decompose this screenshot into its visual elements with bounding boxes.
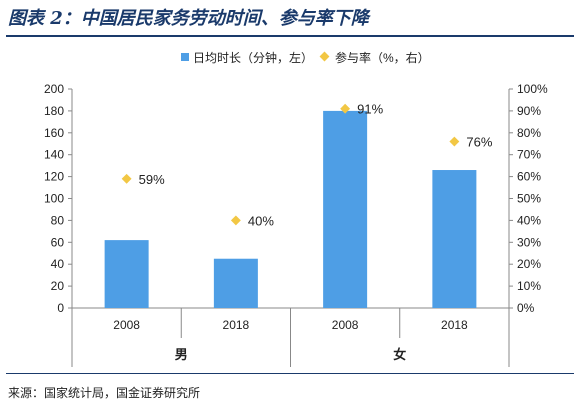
left-tick-label: 140	[44, 148, 64, 162]
right-tick-label: 30%	[517, 235, 541, 249]
right-tick-label: 100%	[517, 82, 548, 96]
source-note: 来源：国家统计局，国金证券研究所	[8, 386, 201, 400]
left-tick-label: 100	[44, 192, 64, 206]
left-tick-label: 180	[44, 104, 64, 118]
source-divider	[6, 373, 574, 374]
dot-data-label: 76%	[466, 135, 492, 150]
right-y-axis: 0% 10% 20% 30% 40% 50% 60% 70% 80% 90% 100%	[508, 82, 548, 315]
dot-data-label: 59%	[139, 172, 165, 187]
bar	[432, 170, 477, 308]
right-tick-label: 90%	[517, 104, 541, 118]
title-divider	[6, 35, 574, 37]
legend-swatch-bar	[181, 53, 189, 61]
x-axis: 2008 2018 男 2008 2018 女	[71, 307, 510, 367]
x-tick-label: 2008	[113, 318, 140, 332]
left-tick-label: 0	[57, 301, 64, 315]
legend-label-bar: 日均时长（分钟，左）	[193, 50, 313, 65]
right-tick-label: 20%	[517, 257, 541, 271]
x-tick-label: 2008	[332, 318, 359, 332]
right-tick-label: 10%	[517, 279, 541, 293]
left-tick-label: 160	[44, 126, 64, 140]
legend-label-dot: 参与率（%，右）	[335, 50, 430, 65]
right-tick-label: 0%	[517, 301, 535, 315]
legend-swatch-dot	[319, 51, 330, 62]
dot-data-label: 40%	[248, 213, 274, 228]
bar-series	[104, 110, 477, 309]
bar	[323, 110, 368, 309]
left-tick-label: 40	[51, 257, 65, 271]
dot-marker	[230, 215, 241, 226]
right-tick-label: 50%	[517, 192, 541, 206]
x-group-label: 女	[393, 347, 406, 362]
left-tick-label: 60	[51, 235, 65, 249]
left-tick-label: 200	[44, 82, 64, 96]
right-tick-label: 40%	[517, 213, 541, 227]
bar	[104, 240, 149, 308]
dot-series: 59% 40% 91% 76%	[121, 102, 493, 228]
dot-data-label: 91%	[357, 102, 383, 117]
left-tick-label: 20	[51, 279, 65, 293]
chart: 日均时长（分钟，左） 参与率（%，右） 0 20 40 60 80 100 120 140 16…	[44, 50, 548, 367]
right-tick-label: 60%	[517, 170, 541, 184]
dot-marker	[449, 136, 460, 147]
right-tick-label: 80%	[517, 126, 541, 140]
chart-title: 图表 2：中国居民家务劳动时间、参与率下降	[8, 8, 369, 29]
dot-marker	[121, 173, 132, 184]
chart-legend: 日均时长（分钟，左） 参与率（%，右）	[181, 50, 430, 65]
right-tick-label: 70%	[517, 148, 541, 162]
x-tick-label: 2018	[441, 318, 468, 332]
left-tick-label: 80	[51, 213, 65, 227]
left-y-axis: 0 20 40 60 80 100 120 140 160 180 200	[44, 82, 73, 315]
x-tick-label: 2018	[223, 318, 250, 332]
left-tick-label: 120	[44, 170, 64, 184]
bar	[213, 258, 258, 308]
x-group-label: 男	[175, 347, 188, 362]
